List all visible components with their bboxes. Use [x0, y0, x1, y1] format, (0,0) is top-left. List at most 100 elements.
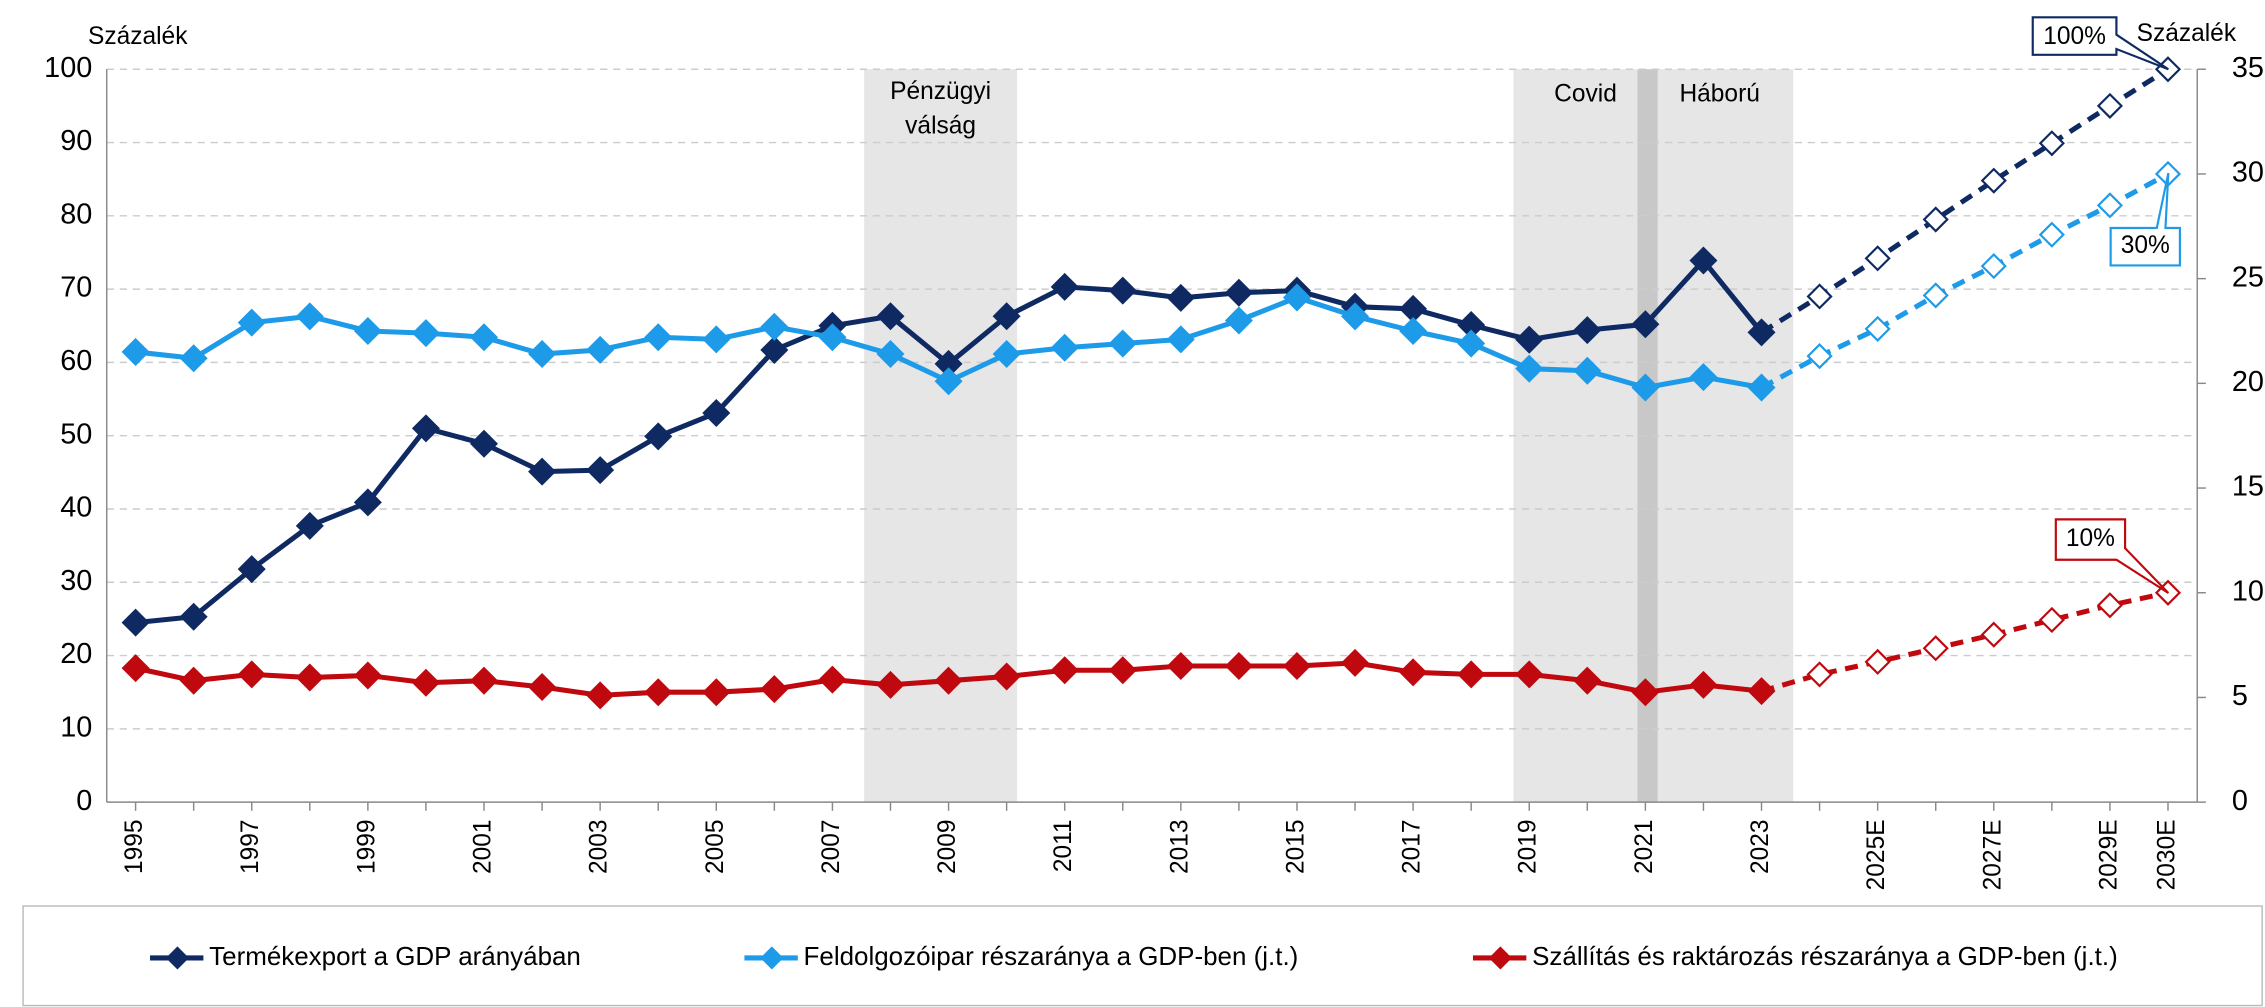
marker — [1050, 272, 1079, 301]
forecast-marker — [1922, 206, 1949, 233]
marker — [992, 340, 1021, 369]
marker — [1747, 373, 1776, 402]
marker — [1689, 363, 1718, 392]
forecast-marker — [1980, 167, 2007, 194]
marker — [295, 663, 324, 692]
y2-tick-label: 35 — [2232, 52, 2264, 84]
legend-label: Feldolgozóipar részaránya a GDP-ben (j.t… — [804, 941, 1299, 971]
marker — [353, 661, 382, 690]
marker — [1166, 283, 1195, 312]
y-tick-label: 90 — [60, 125, 92, 157]
marker — [121, 608, 150, 637]
marker — [586, 681, 615, 710]
y2-tick-label: 20 — [2232, 366, 2264, 398]
marker — [121, 654, 150, 683]
forecast-line — [1760, 67, 2170, 335]
x-tick-label: 2023 — [1747, 819, 1774, 874]
marker — [470, 323, 499, 352]
marker — [1573, 316, 1602, 345]
forecast-marker — [1806, 661, 1833, 688]
callout-label: 10% — [2066, 525, 2115, 552]
x-tick-label: 2015 — [1282, 819, 1309, 874]
x-tick-label: 2011 — [1050, 819, 1077, 872]
marker — [818, 665, 847, 694]
y-tick-label: 0 — [76, 785, 92, 817]
x-tick-label: 2005 — [702, 819, 729, 874]
marker — [411, 319, 440, 348]
annotation: Covid — [1554, 81, 1617, 108]
y2-tick-label: 25 — [2232, 261, 2264, 293]
marker — [1282, 283, 1311, 312]
forecast-marker — [1806, 343, 1833, 370]
marker — [295, 511, 324, 540]
x-tick-label: 2007 — [818, 819, 845, 874]
legend-marker — [165, 946, 189, 970]
x-tick-label: 2001 — [469, 819, 496, 874]
marker — [644, 422, 673, 451]
y-axis-label: Százalék — [88, 23, 188, 50]
overlap-band — [1637, 69, 1658, 803]
forecast-marker — [2096, 92, 2123, 119]
callout-label: 100% — [2043, 23, 2106, 50]
marker — [586, 456, 615, 485]
marker — [1224, 278, 1253, 307]
y-tick-label: 50 — [60, 418, 92, 450]
y2-tick-label: 15 — [2232, 471, 2264, 503]
x-tick-label: 2013 — [1166, 819, 1193, 874]
forecast-marker — [2096, 592, 2123, 619]
annotation: Háború — [1679, 81, 1759, 108]
y-tick-label: 70 — [60, 272, 92, 304]
x-tick-label: 2017 — [1399, 819, 1426, 874]
forecast-marker — [1806, 283, 1833, 310]
marker — [1457, 329, 1486, 358]
y-tick-label: 30 — [60, 565, 92, 597]
marker — [934, 367, 963, 396]
marker — [992, 302, 1021, 331]
marker — [1515, 354, 1544, 383]
x-tick-label: 2003 — [586, 819, 613, 874]
marker — [1224, 652, 1253, 681]
legend-marker — [760, 946, 784, 970]
forecast-marker — [2038, 221, 2065, 248]
plot — [121, 56, 2182, 710]
x-tick-label: 2021 — [1631, 819, 1658, 874]
legend-box — [22, 905, 2263, 1007]
forecast-marker — [2038, 130, 2065, 157]
x-tick-label: 2025E — [1863, 819, 1890, 890]
x-tick-label: 2019 — [1515, 819, 1542, 874]
marker — [702, 678, 731, 707]
marker — [702, 398, 731, 427]
marker — [528, 457, 557, 486]
marker — [644, 323, 673, 352]
marker — [237, 555, 266, 584]
marker — [586, 335, 615, 364]
x-tick-label: 1999 — [353, 819, 380, 874]
callout — [2054, 518, 2170, 594]
marker — [1457, 660, 1486, 689]
marker — [760, 335, 789, 364]
marker — [528, 672, 557, 701]
x-tick-label: 2027E — [1979, 819, 2006, 890]
marker — [1108, 329, 1137, 358]
y-tick-label: 10 — [60, 711, 92, 743]
marker — [1108, 276, 1137, 305]
forecast-marker — [1922, 282, 1949, 309]
marker — [1747, 318, 1776, 347]
y2-tick-label: 5 — [2232, 680, 2248, 712]
y2-tick-label: 0 — [2232, 785, 2248, 817]
forecast-marker — [1980, 253, 2007, 280]
marker — [237, 308, 266, 337]
y-tick-label: 100 — [44, 52, 92, 84]
callout — [2109, 172, 2181, 267]
marker — [644, 678, 673, 707]
marker — [179, 344, 208, 373]
marker — [353, 488, 382, 517]
callout-label: 30% — [2121, 232, 2170, 259]
marker — [760, 312, 789, 341]
y2-tick-label: 10 — [2232, 575, 2264, 607]
marker — [295, 302, 324, 331]
x-tick-label: 1997 — [237, 819, 264, 874]
forecast-marker — [2038, 606, 2065, 634]
marker — [934, 666, 963, 695]
